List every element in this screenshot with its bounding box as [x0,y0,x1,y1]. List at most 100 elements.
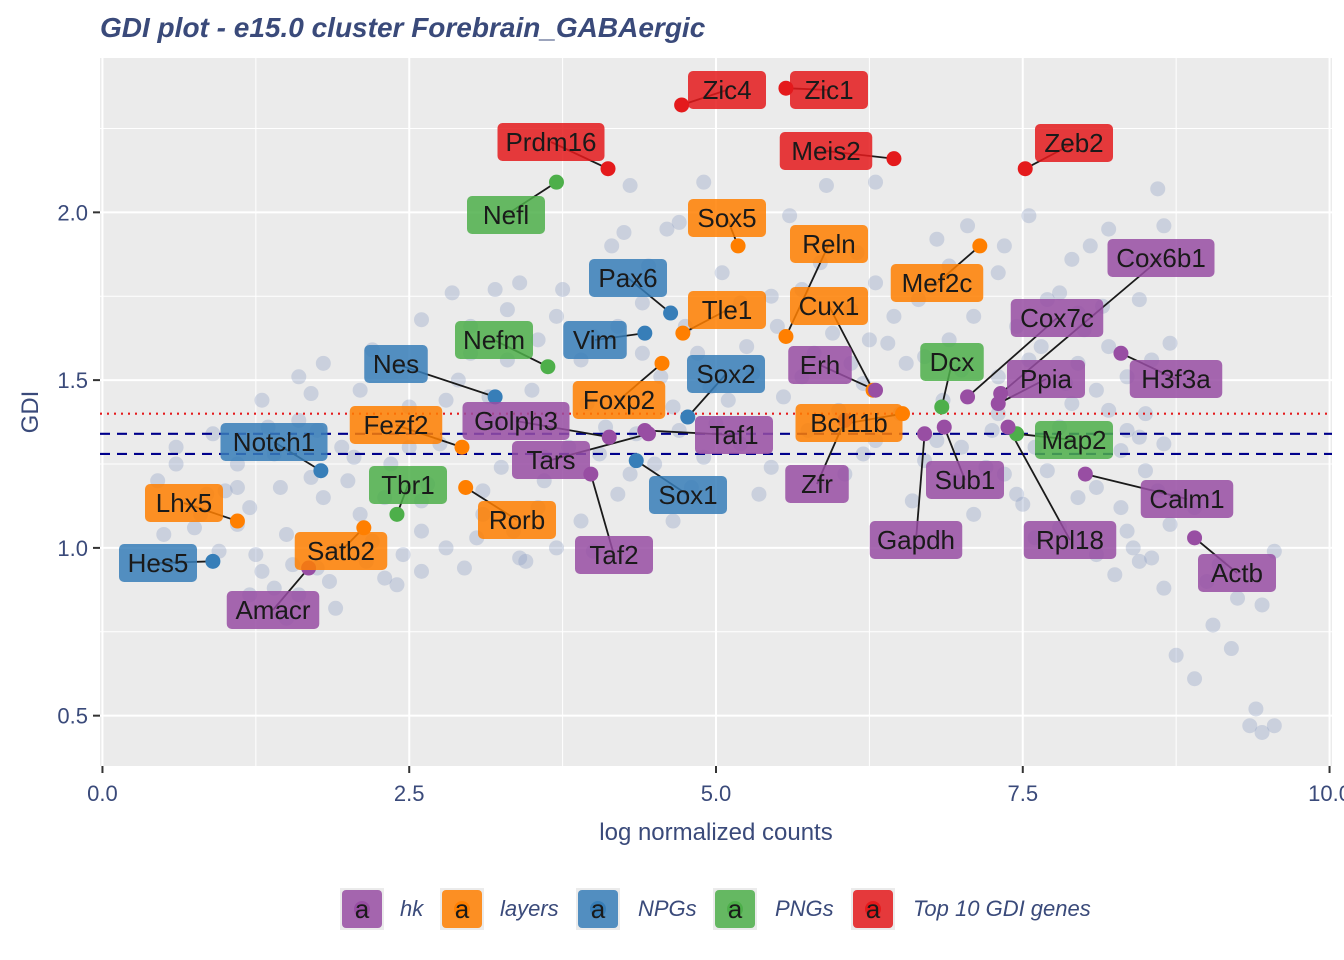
gene-point [456,560,472,576]
gene-point [769,318,785,334]
gene-label-box [497,123,605,161]
x-axis-title: log normalized counts [599,819,832,846]
gene-point [1101,402,1117,418]
legend-label: NPGs [638,896,697,921]
gene-label-box [349,406,443,444]
gene-point [1064,396,1080,412]
gene-point [1064,251,1080,267]
gene-point [775,389,791,405]
gene-label-box [462,402,570,440]
gene-point [739,339,755,355]
gene-label-box [589,259,667,297]
gene-point [604,238,620,254]
gene-label-text: Ppia [1020,364,1073,394]
gene-point [573,513,589,529]
gene-point [696,174,712,190]
x-axis-ticks: 0.0 2.5 5.0 7.5 10.0 [87,766,1344,806]
gene-point [1168,647,1184,663]
gene-label-text: Prdm16 [505,127,596,157]
gene-label-box [119,544,197,582]
gene-point [1082,238,1098,254]
labeled-gene-point [990,396,1006,412]
legend-key-glyph: a [591,894,606,924]
gene-point [861,332,877,348]
gene-point [1119,523,1135,539]
gene-point [1009,486,1025,502]
gene-label-text: Foxp2 [583,385,655,415]
gene-label-text: Zic4 [702,75,751,105]
gene-point [1254,724,1270,740]
gene-label-box [795,404,903,442]
gene-point [186,520,202,536]
gene-point [156,526,172,542]
gene-label-text: Sub1 [935,465,996,495]
gene-point [438,540,454,556]
gene-labels: Zic4 Zic1 Prdm16 Meis2 Zeb2 Nefl Sox5 Reln Cox6b… [119,71,1276,629]
gene-label-box [1035,124,1113,162]
gene-label-text: Tbr1 [381,470,434,500]
labeled-gene-point [674,97,690,113]
gene-point [1015,496,1031,512]
gene-label-text: Hes5 [128,548,189,578]
gene-label-text: Reln [802,229,855,259]
gene-label-box [563,321,627,359]
labeled-gene-point [680,409,696,425]
gene-point [555,282,571,298]
gene-label-box [788,346,852,384]
gene-point [647,456,663,472]
gene-label-box [1198,554,1276,592]
gene-point [518,553,534,569]
gene-point [242,500,258,516]
gene-point [413,312,429,328]
gene-point [1137,463,1153,479]
gene-point [512,550,528,566]
gene-point [868,174,884,190]
gene-label-text: Meis2 [791,136,860,166]
gene-label-text: Bcl11b [810,408,888,438]
gene-label-text: Cux1 [799,291,860,321]
gene-point [254,563,270,579]
gene-point [1162,335,1178,351]
gene-point [1021,208,1037,224]
gene-label-box [467,196,545,234]
gene-label-box [688,291,766,329]
gene-label-box [220,423,328,461]
gene-point [395,547,411,563]
gene-point [321,573,337,589]
gene-label-box [926,461,1004,499]
gene-point [763,288,779,304]
gene-point [248,547,264,563]
gene-point [168,456,184,472]
gene-point [487,282,503,298]
gene-point [782,208,798,224]
gene-label-box [1140,480,1234,518]
x-tick-label: 7.5 [1007,781,1038,806]
gene-point [634,345,650,361]
gene-point [984,422,1000,438]
gene-point [548,540,564,556]
y-tick-label: 2.0 [57,200,88,225]
gene-point [904,493,920,509]
legend-label: layers [500,896,559,921]
gene-point [1101,339,1117,355]
gene-point [377,570,393,586]
labeled-gene-point [1077,466,1093,482]
labeled-gene-point [1017,161,1033,177]
gene-label-box [790,71,868,109]
gene-point [763,459,779,475]
legend: a hk a layers a NPGs a PNGs a Top 10 GDI genes [340,888,1091,930]
gene-point [1137,406,1153,422]
gene-point [898,355,914,371]
gene-point [548,308,564,324]
gene-point [1070,490,1086,506]
gene-point [229,479,245,495]
gene-label-text: Map2 [1041,425,1106,455]
gene-label-text: Nefl [483,200,529,230]
gene-label-text: Zfr [801,469,833,499]
gene-point [990,265,1006,281]
labeled-gene-point [458,479,474,495]
gene-label-box [572,381,666,419]
labeled-gene-point [487,389,503,405]
labeled-gene-point [778,80,794,96]
